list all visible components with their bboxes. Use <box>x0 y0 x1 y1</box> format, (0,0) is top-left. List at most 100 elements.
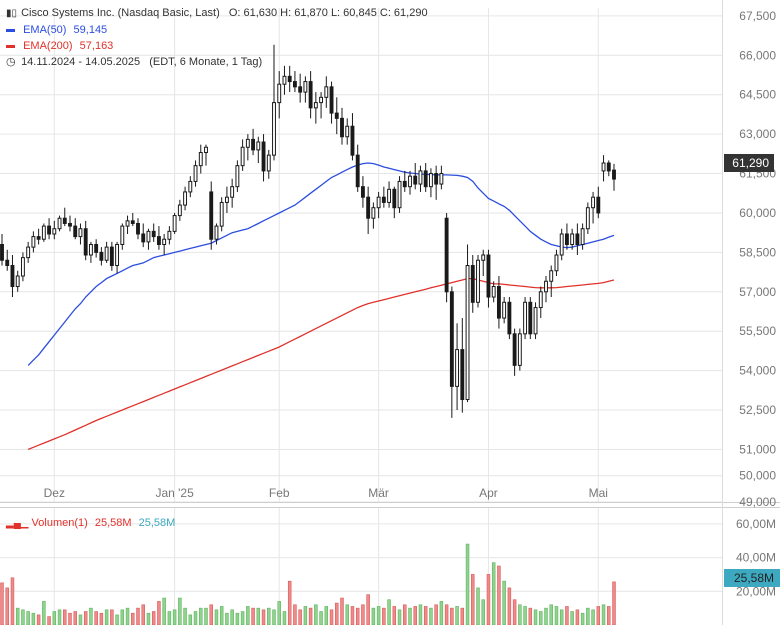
volume-bar <box>83 611 88 625</box>
candle <box>428 168 433 198</box>
candle <box>104 241 109 263</box>
candle <box>204 144 208 166</box>
volume-bar <box>565 606 569 625</box>
candle <box>214 223 219 245</box>
candle-body-up <box>120 225 125 245</box>
candle-body-down <box>308 81 313 109</box>
volume-bar <box>376 606 381 625</box>
candle <box>136 218 140 240</box>
volume-bar <box>471 574 475 625</box>
volume-bar <box>15 607 20 625</box>
candle-body-down <box>62 217 67 224</box>
candle-body-up <box>476 259 480 303</box>
volume-bar <box>397 609 402 625</box>
candle-body-up <box>570 233 575 245</box>
volume-bar <box>434 604 438 625</box>
time-tick-label: Feb <box>269 486 290 500</box>
candle <box>413 163 418 190</box>
volume-bar <box>68 612 72 625</box>
volume-bar <box>350 606 355 625</box>
candle-body-down <box>423 170 428 188</box>
candle-body-up <box>481 254 486 261</box>
candle <box>167 226 172 245</box>
candle <box>334 97 339 135</box>
candle <box>528 297 533 340</box>
candle-body-down <box>606 162 611 172</box>
instrument-row: ▮▯ Cisco Systems Inc. (Nasdaq Basic, Las… <box>6 5 428 22</box>
volume-bar <box>251 607 255 625</box>
volume-bar <box>596 606 601 625</box>
volume-bar <box>570 611 574 625</box>
candle-body-down <box>486 254 491 298</box>
candle <box>52 220 57 240</box>
volume-bar <box>115 614 119 625</box>
candle <box>62 207 67 227</box>
volume-bar <box>125 607 130 625</box>
candle <box>78 223 83 245</box>
candle-body-down <box>156 236 161 245</box>
candle <box>115 241 120 274</box>
volume-grid <box>0 523 722 592</box>
candle <box>240 139 245 171</box>
ema200-line <box>27 277 615 451</box>
volume-legend: ▂▄▁ Volumen(1) 25,58M 25,58M <box>6 515 175 532</box>
time-tick-label: Apr <box>479 486 498 500</box>
candle-body-down <box>575 233 580 245</box>
candle <box>224 186 229 213</box>
candle-body-up <box>313 102 318 109</box>
price-tick-label: 51,000 <box>739 442 776 456</box>
candle <box>460 318 465 413</box>
volume-bar <box>287 580 292 625</box>
candle-body-up <box>418 170 423 185</box>
candle-body-down <box>298 86 303 93</box>
candle-body-down <box>355 154 360 188</box>
volume-bar <box>554 606 559 625</box>
volume-bar <box>104 609 109 625</box>
volume-bar <box>167 611 172 625</box>
price-tick-label: 58,500 <box>739 245 776 259</box>
volume-bar <box>533 609 538 625</box>
ema200-legend[interactable]: EMA(200) 57,163 <box>6 38 428 54</box>
candle-body-up <box>502 301 507 319</box>
volume-bar <box>10 577 15 625</box>
volume-bar <box>240 611 245 625</box>
volume-bar <box>214 609 219 625</box>
price-tick-label: 63,000 <box>739 127 776 141</box>
volume-bar <box>308 607 313 625</box>
volume-bar <box>99 612 104 625</box>
candle <box>585 202 590 234</box>
volume-bar <box>418 604 423 625</box>
volume-bar <box>549 604 553 625</box>
candle <box>381 186 386 208</box>
candle-body-up <box>20 257 25 277</box>
candle-body-down <box>10 265 15 288</box>
candle <box>397 176 402 213</box>
candle-body-down <box>109 246 114 267</box>
candle <box>235 160 240 192</box>
candle-body-down <box>496 286 501 319</box>
candle <box>517 328 522 371</box>
chart-legend: ▮▯ Cisco Systems Inc. (Nasdaq Basic, Las… <box>6 5 428 70</box>
candle-body-down <box>340 117 344 138</box>
volume-bar <box>272 609 276 625</box>
ema50-legend[interactable]: EMA(50) 59,145 <box>6 22 428 38</box>
volume-bar <box>371 607 376 625</box>
candle <box>324 76 329 108</box>
candle <box>109 241 114 271</box>
volume-bar <box>73 611 77 625</box>
candle-body-up <box>559 233 564 256</box>
ema200-line-layer <box>27 277 615 451</box>
volume-bar <box>31 612 36 625</box>
candle-body-up <box>465 265 470 401</box>
candle <box>193 160 198 187</box>
volume-bar <box>575 609 580 625</box>
ema50-value: 59,145 <box>73 24 108 36</box>
volume-bar <box>314 604 318 625</box>
volume-bar <box>26 611 30 625</box>
candle <box>287 65 292 93</box>
price-tick-label: 50,000 <box>739 469 776 483</box>
candle <box>366 186 371 234</box>
candle-body-down <box>209 191 214 240</box>
candle-body-up <box>235 165 240 188</box>
